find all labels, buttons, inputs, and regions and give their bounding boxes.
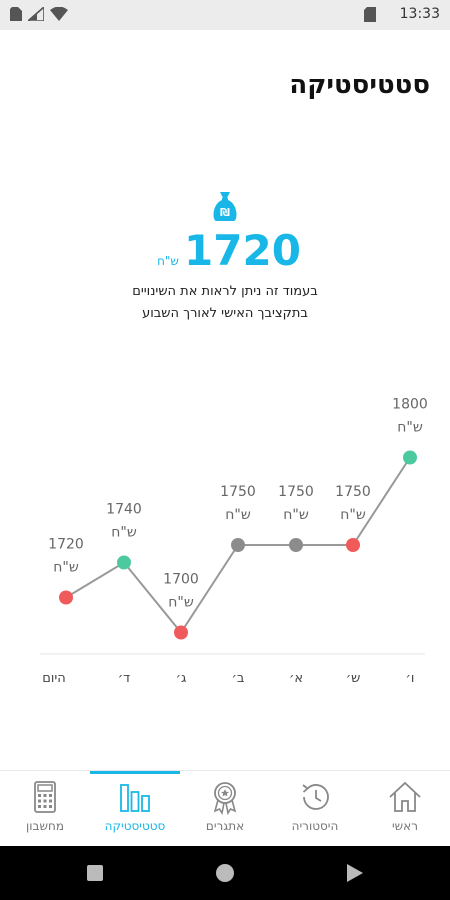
svg-text:₪: ₪ — [220, 206, 230, 219]
chart-unit-label: ש"ח — [283, 507, 309, 523]
chart-value-label: 1750 — [335, 484, 371, 500]
total-amount: 1720 — [184, 226, 301, 275]
chart-value-label: 1700 — [163, 572, 199, 588]
nav-item-history[interactable]: היסטוריה — [270, 771, 360, 847]
chart-value-label: 1720 — [48, 537, 84, 553]
chart-point — [346, 538, 360, 552]
bottom-nav: מחשבון סטטיסטיקה אתגרים היסטוריה — [0, 770, 450, 846]
chart-value-label: 1740 — [106, 502, 142, 518]
chart-point — [231, 538, 245, 552]
nav-item-statistics[interactable]: סטטיסטיקה — [90, 771, 180, 847]
status-bar: 13:33 — [0, 0, 450, 30]
money-bag-icon: ₪ — [213, 192, 237, 221]
home-button[interactable] — [215, 863, 235, 883]
total-currency: ש"ח — [157, 254, 179, 268]
chart-x-tick-label: היום — [42, 671, 66, 686]
history-icon — [302, 784, 329, 810]
back-button[interactable] — [346, 863, 364, 883]
nav-label-challenges: אתגרים — [205, 819, 245, 833]
nav-label-history: היסטוריה — [291, 819, 339, 833]
chart-x-tick-label: ב׳ — [232, 671, 245, 686]
calculator-icon — [34, 781, 56, 813]
sim-icon — [10, 7, 22, 21]
chart-value-label: 1750 — [278, 484, 314, 500]
recents-button[interactable] — [86, 864, 104, 882]
nav-label-calculator: מחשבון — [26, 819, 64, 833]
chart-unit-label: ש"ח — [340, 507, 366, 523]
chart-x-tick-label: ד׳ — [118, 671, 131, 686]
chart-point — [59, 590, 73, 605]
chart-x-tick-label: ש׳ — [346, 671, 361, 686]
status-time: 13:33 — [399, 6, 440, 22]
chart-x-tick-label: א׳ — [289, 671, 303, 686]
chart-point — [289, 538, 303, 552]
status-icons-left — [10, 7, 68, 21]
chart-value-label: 1750 — [220, 484, 256, 500]
chart-unit-label: ש"ח — [53, 560, 79, 576]
bar-chart-icon — [120, 784, 150, 812]
active-tab-indicator — [90, 771, 180, 774]
chart-unit-label: ש"ח — [168, 595, 194, 611]
chart-x-tick-label: ג׳ — [176, 671, 187, 686]
chart-value-label: 1800 — [392, 397, 428, 413]
system-nav-bar — [0, 846, 450, 900]
nav-item-home[interactable]: ראשי — [360, 771, 450, 847]
nav-label-statistics: סטטיסטיקה — [104, 819, 166, 833]
chart-unit-label: ש"ח — [225, 507, 251, 523]
description-line-2: בתקציבך האישי לאורך השבוע — [142, 306, 308, 321]
chart-unit-label: ש"ח — [397, 420, 423, 436]
home-icon — [389, 781, 421, 812]
signal-icon — [28, 7, 44, 21]
status-icons-right: 13:33 — [363, 6, 440, 22]
page-title: סטטיסטיקה — [289, 70, 430, 100]
sd-card-icon — [363, 6, 376, 22]
description-line-1: בעמוד זה ניתן לראות את השינויים — [132, 284, 318, 299]
nav-label-home: ראשי — [392, 819, 418, 833]
chart-point — [117, 555, 131, 570]
chart-x-tick-label: ו׳ — [406, 671, 415, 686]
battery-icon — [386, 14, 390, 15]
award-icon — [213, 782, 237, 815]
chart-point — [403, 450, 417, 465]
chart-unit-label: ש"ח — [111, 525, 137, 541]
nav-item-challenges[interactable]: אתגרים — [180, 771, 270, 847]
total-amount-row: 1720 ש"ח — [0, 226, 450, 275]
wifi-icon — [50, 7, 68, 21]
nav-item-calculator[interactable]: מחשבון — [0, 771, 90, 847]
weekly-budget-chart: 1720 ש"ח היום 1740 ש"ח ד׳ 1700 ש"ח ג׳ 1750 ש"ח ב׳ 17… — [40, 397, 428, 686]
chart-point — [174, 625, 188, 640]
